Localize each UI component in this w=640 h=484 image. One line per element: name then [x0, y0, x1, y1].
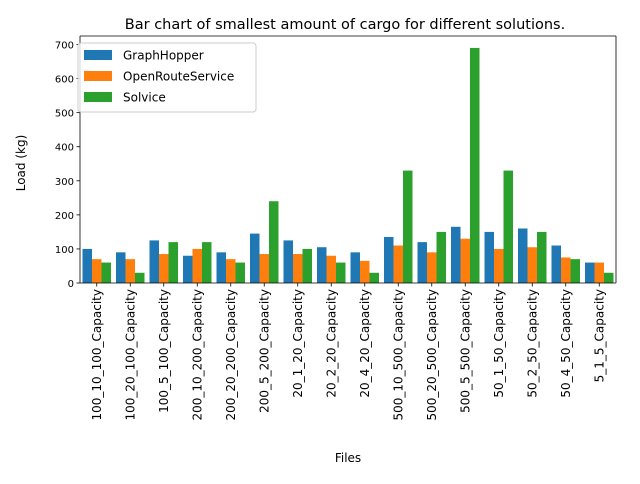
bar-graphhopper-500_20_500_capacity [417, 242, 427, 283]
bar-graphhopper-20_4_20_capacity [350, 252, 360, 283]
x-axis-label: Files [335, 451, 361, 465]
x-tick-label: 5_1_5_Capacity [592, 289, 606, 382]
x-tick-label: 50_2_50_Capacity [525, 289, 539, 398]
bar-solvice-200_20_200_capacity [235, 262, 245, 283]
bar-solvice-5_1_5_capacity [604, 272, 614, 283]
bar-openrouteservice-20_2_20_capacity [326, 255, 336, 283]
x-tick-label: 50_1_50_Capacity [492, 289, 506, 398]
y-tick-label: 200 [55, 211, 74, 222]
x-tick-label: 500_10_500_Capacity [391, 289, 405, 421]
x-tick-label: 50_4_50_Capacity [559, 289, 573, 398]
bar-solvice-20_1_20_capacity [302, 248, 312, 283]
bar-graphhopper-5_1_5_capacity [585, 262, 595, 283]
x-tick-label: 20_2_20_Capacity [324, 289, 338, 398]
bar-openrouteservice-200_20_200_capacity [226, 259, 236, 283]
y-axis-label: Load (kg) [14, 135, 28, 192]
bar-openrouteservice-500_10_500_capacity [393, 245, 403, 283]
bar-solvice-50_1_50_capacity [503, 170, 513, 283]
y-tick-label: 100 [55, 245, 74, 256]
legend-swatch-graphhopper [84, 50, 112, 60]
bar-graphhopper-200_5_200_capacity [250, 233, 260, 283]
legend-swatch-solvice [84, 92, 112, 102]
bar-graphhopper-20_2_20_capacity [317, 247, 327, 283]
bar-solvice-20_2_20_capacity [336, 262, 346, 283]
bar-solvice-100_10_100_capacity [101, 262, 111, 283]
bar-solvice-20_4_20_capacity [369, 272, 379, 283]
bar-graphhopper-20_1_20_capacity [283, 240, 293, 283]
x-tick-label: 100_10_100_Capacity [90, 289, 104, 421]
bar-graphhopper-50_4_50_capacity [551, 245, 561, 283]
y-tick-label: 400 [55, 143, 74, 154]
bars-layer [82, 47, 614, 283]
bar-solvice-200_5_200_capacity [269, 201, 279, 283]
bar-graphhopper-200_20_200_capacity [216, 252, 226, 283]
bar-graphhopper-200_10_200_capacity [183, 255, 193, 283]
bar-solvice-200_10_200_capacity [202, 242, 212, 283]
bar-graphhopper-500_5_500_capacity [451, 226, 461, 283]
bar-openrouteservice-5_1_5_capacity [594, 262, 604, 283]
bar-openrouteservice-50_2_50_capacity [527, 247, 537, 283]
bar-openrouteservice-20_4_20_capacity [360, 260, 370, 283]
bar-openrouteservice-500_5_500_capacity [460, 238, 470, 283]
bar-openrouteservice-100_20_100_capacity [125, 259, 135, 283]
bar-graphhopper-100_10_100_capacity [82, 248, 92, 283]
bar-graphhopper-500_10_500_capacity [384, 237, 394, 283]
bar-openrouteservice-50_1_50_capacity [494, 248, 504, 283]
axes-layer: 0 100 200 300 400 500 600 700 100_10_100_Capacit… [55, 35, 617, 421]
bar-openrouteservice-200_10_200_capacity [192, 248, 202, 283]
bar-solvice-500_20_500_capacity [436, 231, 446, 283]
bar-graphhopper-50_1_50_capacity [484, 231, 494, 283]
bar-solvice-500_5_500_capacity [470, 47, 480, 283]
y-tick-label: 300 [55, 177, 74, 188]
bar-solvice-50_4_50_capacity [570, 259, 580, 283]
legend-label-openrouteservice: OpenRouteService [123, 70, 234, 84]
x-tick-label: 500_5_500_Capacity [458, 289, 472, 413]
legend-label-solvice: Solvice [123, 91, 166, 105]
x-tick-label: 200_20_200_Capacity [224, 289, 238, 421]
legend-box [77, 42, 257, 113]
x-tick-label: 500_20_500_Capacity [425, 289, 439, 421]
legend-label-graphhopper: GraphHopper [123, 49, 204, 63]
x-tick-label: 20_4_20_Capacity [358, 289, 372, 398]
y-tick-label: 700 [55, 41, 74, 52]
bar-graphhopper-100_5_100_capacity [149, 240, 159, 283]
x-tick-label: 100_5_100_Capacity [157, 289, 171, 413]
bar-openrouteservice-200_5_200_capacity [259, 254, 269, 283]
bar-graphhopper-100_20_100_capacity [116, 252, 126, 283]
bar-graphhopper-50_2_50_capacity [518, 228, 528, 283]
x-tick-label: 20_1_20_Capacity [291, 289, 305, 398]
y-tick-label: 0 [68, 279, 74, 290]
legend: GraphHopper OpenRouteService Solvice [77, 42, 257, 113]
bar-solvice-500_10_500_capacity [403, 170, 413, 283]
bar-openrouteservice-50_4_50_capacity [561, 257, 571, 283]
bar-solvice-50_2_50_capacity [537, 231, 547, 283]
x-tick-label: 100_20_100_Capacity [123, 289, 137, 421]
bar-solvice-100_20_100_capacity [135, 272, 145, 283]
x-tick-label: 200_10_200_Capacity [190, 289, 204, 421]
y-tick-label: 600 [55, 75, 74, 86]
bar-openrouteservice-100_5_100_capacity [159, 254, 169, 283]
legend-swatch-openrouteservice [84, 71, 112, 81]
x-tick-label: 200_5_200_Capacity [257, 289, 271, 413]
chart-title: Bar chart of smallest amount of cargo fo… [125, 17, 565, 33]
bar-openrouteservice-100_10_100_capacity [92, 259, 102, 283]
bar-openrouteservice-500_20_500_capacity [427, 252, 437, 283]
bar-openrouteservice-20_1_20_capacity [293, 254, 303, 283]
bar-solvice-100_5_100_capacity [168, 242, 178, 283]
y-tick-label: 500 [55, 109, 74, 120]
